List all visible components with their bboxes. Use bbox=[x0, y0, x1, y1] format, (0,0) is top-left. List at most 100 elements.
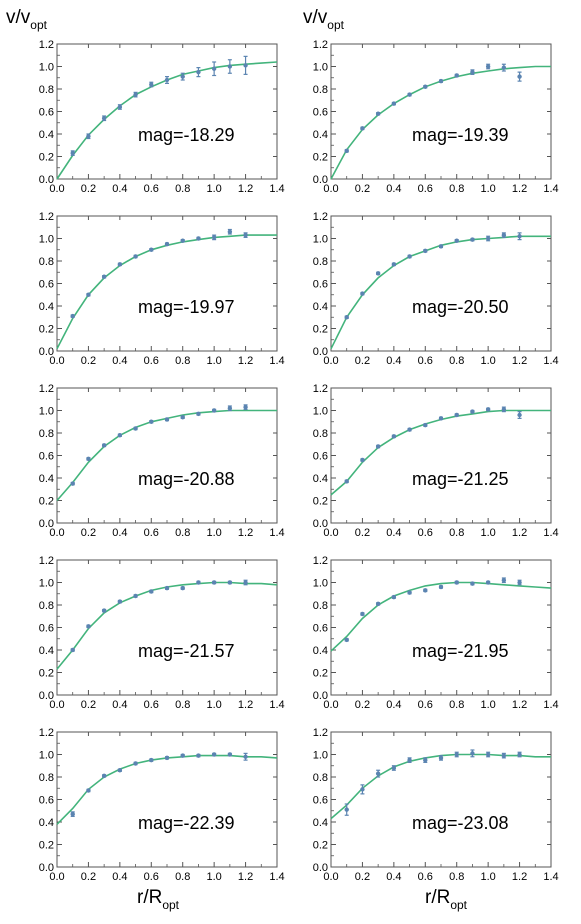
data-point bbox=[438, 755, 444, 761]
data-point bbox=[227, 406, 233, 411]
data-point bbox=[485, 236, 491, 241]
data-point bbox=[344, 148, 349, 154]
x-tick-label: 1.2 bbox=[238, 699, 253, 711]
data-point bbox=[485, 752, 491, 757]
y-tick-label: 1.2 bbox=[39, 727, 54, 739]
panel-8: 0.0 0.2 0.4 0.6 0.8 1.0 1.2 1.4 0.0 0.2 0.4 0.6 0.8 1… bbox=[313, 555, 559, 711]
data-point bbox=[243, 580, 248, 585]
y-tick-label: 0.4 bbox=[39, 301, 54, 313]
x-tick-label: 0.2 bbox=[355, 183, 370, 195]
x-tick-label: 1.2 bbox=[512, 527, 527, 539]
x-tick-label: 1.2 bbox=[238, 871, 253, 883]
x-tick-label: 0.8 bbox=[175, 183, 190, 195]
data-point bbox=[133, 761, 138, 766]
data-point bbox=[391, 765, 397, 771]
data-point bbox=[375, 771, 381, 776]
y-tick-label: 0.4 bbox=[313, 645, 328, 657]
x-tick-label: 1.0 bbox=[480, 871, 495, 883]
data-point bbox=[360, 126, 365, 131]
data-point bbox=[227, 752, 233, 757]
data-point bbox=[360, 611, 365, 617]
data-point bbox=[149, 589, 154, 594]
data-point bbox=[501, 65, 507, 70]
data-point bbox=[470, 69, 475, 75]
data-point bbox=[164, 585, 170, 591]
x-tick-label: 1.4 bbox=[269, 527, 284, 539]
x-tick-label: 0.8 bbox=[449, 183, 464, 195]
y-tick-label: 1.2 bbox=[313, 727, 328, 739]
data-point bbox=[517, 74, 522, 79]
x-tick-label: 1.4 bbox=[269, 699, 284, 711]
data-point bbox=[454, 73, 459, 78]
y-tick-label: 0.0 bbox=[313, 518, 328, 530]
x-tick-label: 0.0 bbox=[49, 183, 64, 195]
data-point bbox=[70, 647, 75, 653]
data-point bbox=[196, 69, 201, 75]
x-tick-label: 0.8 bbox=[449, 527, 464, 539]
y-tick-label: 0.6 bbox=[39, 451, 54, 463]
y-tick-label: 0.2 bbox=[313, 668, 328, 680]
data-point bbox=[517, 580, 522, 585]
x-tick-label: 0.6 bbox=[418, 871, 433, 883]
plot-frame bbox=[330, 387, 552, 524]
x-tick-label: 0.0 bbox=[323, 871, 338, 883]
y-tick-label: 1.0 bbox=[39, 750, 54, 762]
y-tick-label: 1.0 bbox=[39, 234, 54, 246]
x-tick-label: 0.8 bbox=[449, 355, 464, 367]
y-tick-label: 0.2 bbox=[313, 840, 328, 852]
data-point bbox=[407, 427, 412, 432]
x-tick-label: 0.6 bbox=[418, 699, 433, 711]
x-tick-label: 0.2 bbox=[355, 699, 370, 711]
data-point bbox=[211, 752, 217, 757]
panel-4: 0.0 0.2 0.4 0.6 0.8 1.0 1.2 1.4 0.0 0.2 0.4 0.6 0.8 1… bbox=[313, 211, 559, 367]
x-tick-label: 1.4 bbox=[543, 871, 558, 883]
data-point bbox=[86, 788, 91, 793]
data-point bbox=[211, 408, 217, 413]
x-tick-label: 0.6 bbox=[144, 699, 159, 711]
x-tick-label: 0.6 bbox=[418, 527, 433, 539]
y-tick-label: 0.0 bbox=[313, 346, 328, 358]
data-point bbox=[470, 237, 475, 242]
y-tick-label: 0.0 bbox=[39, 862, 54, 874]
y-tick-label: 0.0 bbox=[39, 174, 54, 186]
x-tick-label: 1.0 bbox=[480, 527, 495, 539]
data-point bbox=[86, 456, 91, 462]
x-tick-label: 1.4 bbox=[269, 183, 284, 195]
data-point bbox=[391, 594, 397, 600]
panel-7: 0.0 0.2 0.4 0.6 0.8 1.0 1.2 1.4 0.0 0.2 0.4 0.6 0.8 1… bbox=[39, 555, 285, 711]
data-point bbox=[133, 426, 138, 431]
magnitude-label: mag=-21.57 bbox=[138, 641, 235, 661]
x-tick-label: 0.0 bbox=[49, 355, 64, 367]
x-tick-label: 1.4 bbox=[543, 699, 558, 711]
x-tick-label: 0.8 bbox=[175, 355, 190, 367]
data-point bbox=[360, 787, 365, 792]
data-point bbox=[149, 82, 154, 87]
data-point bbox=[227, 64, 233, 69]
data-point bbox=[454, 580, 459, 585]
data-point bbox=[86, 292, 91, 297]
x-tick-label: 0.4 bbox=[386, 527, 401, 539]
y-tick-label: 0.0 bbox=[39, 690, 54, 702]
data-point bbox=[375, 111, 381, 116]
x-tick-label: 0.8 bbox=[175, 699, 190, 711]
x-axis-label-sub: opt bbox=[162, 898, 180, 912]
data-point bbox=[501, 407, 507, 412]
x-tick-label: 0.4 bbox=[386, 699, 401, 711]
y-tick-label: 0.0 bbox=[313, 174, 328, 186]
x-tick-label: 0.8 bbox=[175, 871, 190, 883]
y-tick-label: 0.0 bbox=[313, 862, 328, 874]
x-tick-label: 1.0 bbox=[480, 183, 495, 195]
x-axis-label-main: r/R bbox=[425, 887, 451, 908]
y-tick-label: 0.2 bbox=[39, 840, 54, 852]
data-point bbox=[133, 254, 138, 259]
data-point bbox=[196, 753, 201, 758]
x-tick-label: 1.0 bbox=[206, 355, 221, 367]
data-point bbox=[375, 271, 381, 276]
panel-3: 0.0 0.2 0.4 0.6 0.8 1.0 1.2 1.4 0.0 0.2 0.4 0.6 0.8 1… bbox=[39, 211, 285, 367]
x-tick-label: 0.8 bbox=[449, 699, 464, 711]
y-tick-label: 0.6 bbox=[39, 795, 54, 807]
x-tick-label: 0.4 bbox=[386, 183, 401, 195]
data-point bbox=[344, 479, 349, 484]
data-point bbox=[211, 580, 217, 585]
data-point bbox=[344, 315, 349, 320]
